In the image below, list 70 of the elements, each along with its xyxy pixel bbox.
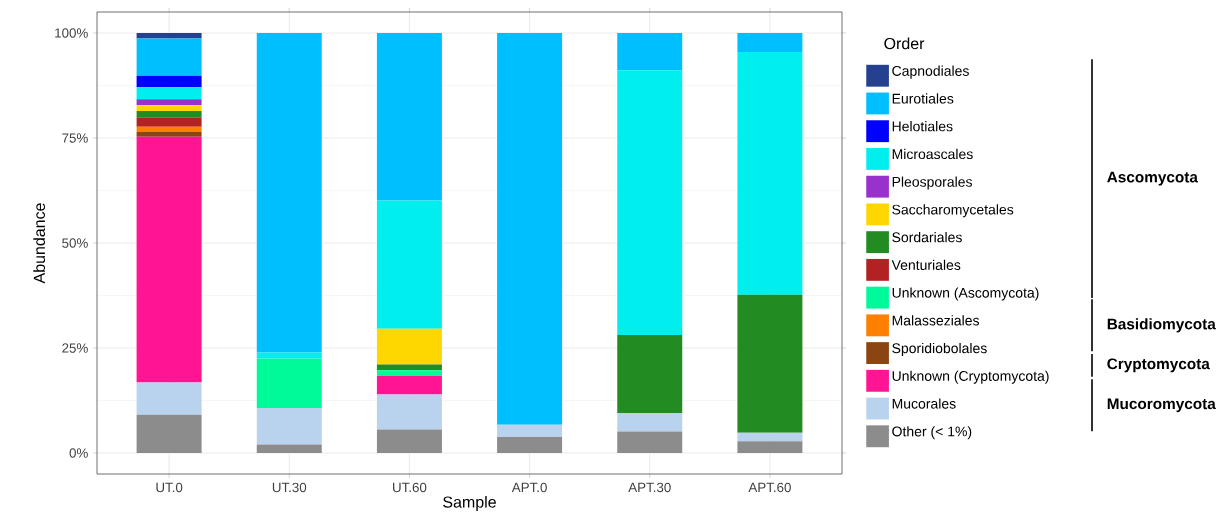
x-tick-label: APT.30 [628, 482, 671, 493]
bar [136, 126, 202, 133]
bar [617, 32, 683, 71]
legend-label: Helotiales [892, 121, 953, 132]
y-tick-label: 75% [62, 133, 88, 143]
x-tick-label: UT.30 [272, 482, 307, 493]
legend-label: Malasseziales [892, 315, 979, 326]
bar [737, 441, 803, 453]
legend-label: Capnodiales [892, 65, 969, 79]
bar [376, 364, 442, 371]
bar [136, 38, 202, 76]
legend-label: Sordariales [892, 232, 962, 243]
x-tick-label: APT.60 [748, 482, 791, 493]
bar [737, 51, 803, 295]
bar [617, 431, 683, 453]
bar [256, 408, 322, 445]
bar [136, 105, 202, 112]
bar [376, 429, 442, 453]
legend-label: Mucorales [892, 398, 956, 409]
bar [376, 32, 442, 201]
x-tick-label: APT.0 [511, 482, 547, 493]
bar [376, 328, 442, 365]
legend-label: Microascales [892, 148, 973, 160]
bar [256, 358, 322, 409]
bar [136, 382, 202, 415]
legend-label: Venturiales [891, 259, 961, 271]
legend-label: Other (< 1%) [892, 426, 972, 440]
text: Cryptomycota [1107, 358, 1210, 373]
legend-label: Sporidiobolales [892, 342, 987, 356]
y-tick-label: 0% [69, 448, 88, 458]
bar [136, 111, 202, 118]
text: Basidiomycota [1107, 318, 1216, 333]
y-tick-label: 25% [62, 343, 88, 353]
legend-label: Unknown (Cryptomycota) [892, 370, 1049, 384]
bar [136, 99, 202, 106]
bar [617, 413, 683, 432]
bar [136, 87, 202, 100]
bar [376, 394, 442, 430]
legend-label: Eurotiales [892, 93, 954, 104]
bar [376, 370, 442, 376]
bar [617, 334, 683, 414]
bar [497, 424, 563, 438]
legend-label: Pleosporales [892, 176, 972, 190]
bar [136, 32, 202, 39]
bar [256, 444, 322, 453]
bar [376, 375, 442, 395]
x-axis-title: Sample [443, 495, 496, 511]
y-tick-label: 100% [55, 28, 88, 38]
legend-label: Unknown (Ascomycota) [892, 287, 1039, 301]
bar [136, 414, 202, 453]
legend-label: Saccharomycetales [892, 204, 1014, 218]
text: Mucoromycota [1107, 398, 1216, 413]
y-axis-title: Abundance [33, 203, 46, 284]
bar [136, 136, 202, 383]
text: Ascomycota [1107, 171, 1198, 186]
bar [737, 294, 803, 433]
bar [136, 117, 202, 127]
bar [737, 432, 803, 442]
y-tick-label: 50% [62, 238, 88, 248]
bar [497, 32, 563, 425]
x-tick-label: UT.0 [156, 482, 183, 493]
bar [136, 132, 202, 137]
legend-title: Order [884, 37, 925, 50]
bar [737, 32, 803, 52]
bar [136, 75, 202, 88]
x-tick-label: UT.60 [393, 482, 427, 493]
bar [497, 437, 563, 453]
bar [376, 200, 442, 329]
bar [256, 32, 322, 353]
bar [617, 70, 683, 335]
